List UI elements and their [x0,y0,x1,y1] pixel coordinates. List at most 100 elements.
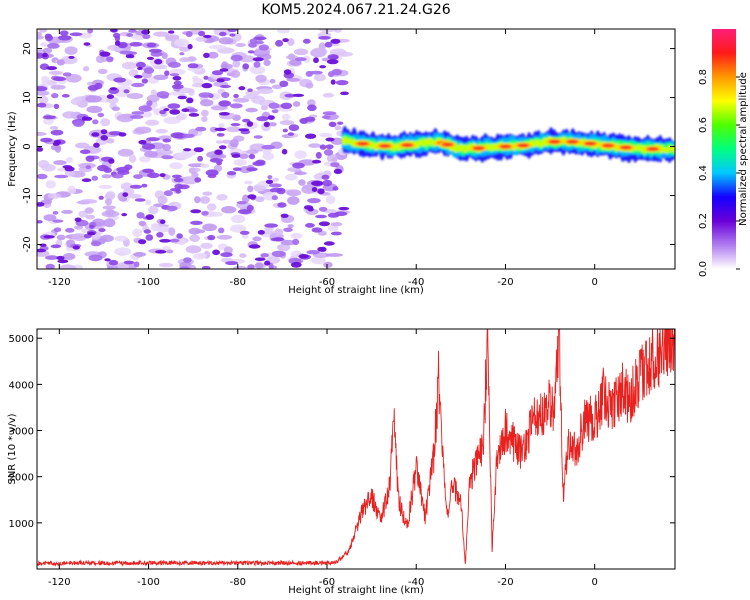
noise-blob [61,94,70,98]
signal-peak [602,143,615,148]
noise-blob [118,132,127,137]
noise-blob [47,193,61,199]
noise-blob [142,168,155,173]
noise-blob [92,119,99,125]
noise-blob [190,220,203,225]
spectrogram-y-axis-label: Frequency (Hz) [7,111,18,187]
noise-blob [145,199,152,206]
noise-blob [312,159,322,164]
noise-blob [169,238,180,243]
noise-blob [85,165,92,170]
noise-blob [303,55,311,63]
noise-blob [174,38,190,47]
noise-blob [95,55,105,64]
noise-blob [248,153,256,160]
colorbar-tick-label: 0.0 [698,261,709,277]
noise-blob [94,82,103,90]
spectrogram-x-tick-label: 0 [592,277,598,288]
noise-blob [275,39,284,47]
spectrogram-signal-track [341,125,675,164]
noise-blob [327,212,340,218]
noise-blob [141,78,148,84]
noise-blob [186,97,194,104]
noise-blob [317,188,325,195]
noise-blob [226,171,237,176]
noise-blob [269,78,276,84]
noise-blob [65,227,75,233]
noise-blob [129,184,143,189]
noise-blob [325,144,334,150]
noise-blob [318,221,330,227]
noise-blob [116,113,134,123]
noise-blob [209,126,218,133]
colorbar-label: Normalized spectral amplitude [738,72,749,226]
noise-blob [61,209,73,214]
noise-blob [125,54,135,59]
noise-blob [221,139,232,144]
noise-blob [292,238,300,246]
noise-blob [200,163,210,169]
noise-blob [249,38,258,44]
noise-blob [89,224,95,229]
noise-blob [52,76,67,82]
noise-blob [233,97,250,103]
noise-blob [258,44,269,51]
noise-blob [146,42,157,48]
noise-blob [219,84,231,89]
noise-blob [218,37,234,45]
noise-blob [191,75,199,81]
noise-blob [298,179,306,186]
noise-blob [325,137,335,142]
noise-blob [238,128,250,132]
noise-blob [142,143,156,150]
noise-blob [279,80,289,88]
noise-blob [249,65,266,75]
noise-blob [305,133,317,139]
spectrogram-x-tick-label: -40 [408,277,424,288]
noise-blob [229,224,247,233]
noise-blob [142,111,153,118]
noise-blob [246,149,259,155]
noise-blob [133,261,140,268]
noise-blob [75,142,90,149]
noise-blob [208,44,227,50]
noise-blob [230,54,243,62]
noise-blob [287,38,295,46]
spectrogram-x-tick-label: -100 [137,277,160,288]
noise-blob [43,214,57,222]
noise-blob [146,100,153,107]
noise-blob [114,35,121,42]
noise-blob [201,265,211,269]
noise-blob [145,119,160,126]
noise-blob [37,202,45,207]
noise-blob [129,114,144,119]
noise-blob [287,196,300,205]
colorbar-bar [712,29,736,269]
noise-blob [221,206,237,214]
noise-blob [127,193,142,199]
noise-blob [37,131,47,136]
noise-blob [163,108,170,112]
noise-blob [187,43,193,50]
noise-blob [83,42,91,46]
noise-blob [161,52,168,60]
noise-blob [97,164,109,172]
noise-blob [108,158,115,164]
noise-blob [179,46,191,52]
noise-blob [271,195,278,201]
noise-blob [87,29,93,34]
noise-blob [318,206,328,212]
noise-blob [90,241,102,247]
noise-blob [114,235,128,242]
noise-blob [232,167,242,171]
noise-blob [337,121,344,125]
noise-blob [40,137,53,143]
noise-blob [210,105,228,111]
noise-blob [330,38,341,44]
noise-blob [243,94,260,100]
noise-blob [179,57,192,63]
noise-blob [206,203,217,211]
noise-blob [263,121,270,128]
snr-x-tick-label: -20 [497,577,513,588]
noise-blob [177,95,187,100]
